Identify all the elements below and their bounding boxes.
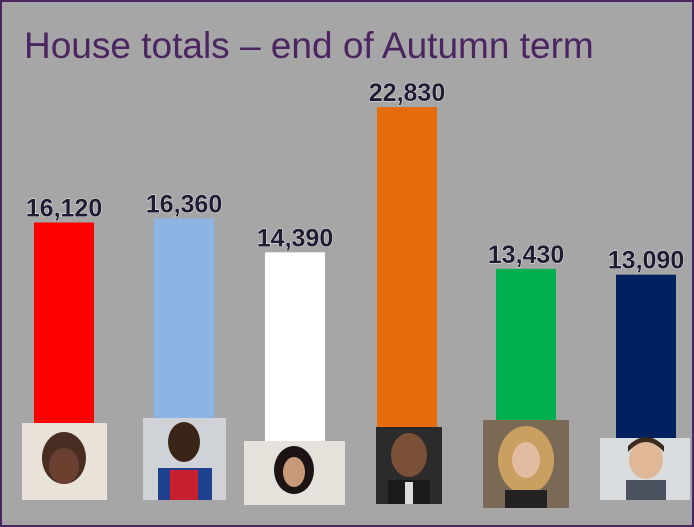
slide: House totals – end of Autumn term 16,120… — [0, 0, 694, 527]
photo — [376, 427, 442, 504]
photo — [483, 420, 569, 508]
photo — [244, 441, 345, 505]
value-label: 14,390 — [257, 224, 333, 252]
photo — [600, 437, 690, 500]
value-label: 22,830 — [369, 79, 445, 107]
photo — [22, 423, 107, 500]
value-label: 16,360 — [146, 190, 222, 218]
value-label: 16,120 — [26, 195, 102, 223]
chart-title: House totals – end of Autumn term — [24, 25, 594, 66]
value-label: 13,430 — [488, 241, 564, 269]
photo — [143, 418, 226, 500]
value-label: 13,090 — [608, 247, 684, 275]
